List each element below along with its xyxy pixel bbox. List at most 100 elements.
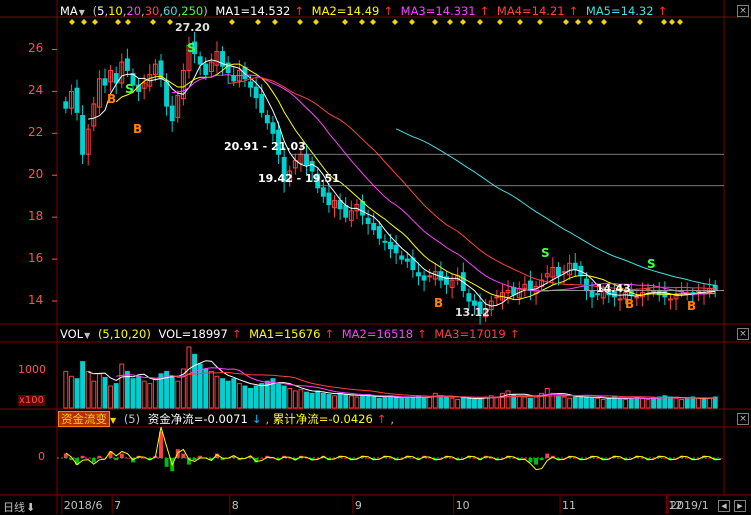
- fund-params: (5): [123, 412, 141, 426]
- candle-body: [332, 199, 337, 209]
- volume-bar: [477, 397, 483, 409]
- buy-signal-marker: B: [687, 299, 697, 313]
- indicator-name[interactable]: MA: [60, 4, 78, 18]
- volume-bar: [180, 368, 186, 409]
- candle-body: [91, 103, 97, 127]
- volume-bar: [332, 395, 337, 409]
- volume-bar: [225, 380, 231, 409]
- volume-bar: [214, 375, 220, 409]
- vol-indicator-name[interactable]: VOL: [60, 327, 84, 341]
- volume-bar: [561, 396, 567, 409]
- volume-bar: [197, 363, 203, 409]
- scroll-right-button[interactable]: ▶: [734, 500, 746, 512]
- ma3-line: [172, 74, 716, 295]
- event-diamond-icon: [517, 19, 523, 25]
- fund-flow-bar: [259, 458, 264, 459]
- ma-params: (5,10,20,30,60,250): [92, 4, 208, 18]
- date-tick-label: 8: [231, 499, 239, 512]
- up-arrow-icon: ↑: [417, 327, 427, 341]
- volume-bar: [292, 390, 298, 409]
- fund-flow-bar: [461, 458, 466, 459]
- candle-body: [169, 105, 175, 122]
- close-pane-button[interactable]: ×: [737, 328, 749, 340]
- fund-flow-bar: [220, 458, 225, 461]
- event-diamond-icon: [661, 19, 667, 25]
- fund-flow-bar: [606, 458, 611, 459]
- volume-bar: [365, 394, 371, 409]
- volume-bar: [522, 396, 528, 409]
- price-indicator-header: MA▼ (5,10,20,30,60,250) MA1=14.532 ↑ MA2=…: [60, 3, 671, 19]
- candle-body: [494, 296, 500, 299]
- fund-flow-bar: [679, 455, 684, 458]
- volume-bar: [152, 378, 158, 409]
- volume-bar: [679, 398, 685, 409]
- event-diamond-icon: [587, 19, 593, 25]
- candle-body: [259, 94, 265, 113]
- triangle-down-icon[interactable]: ▼: [110, 416, 117, 425]
- volume-bar: [527, 397, 533, 409]
- candle-body: [382, 240, 388, 243]
- volume-bar: [253, 385, 259, 409]
- buy-signal-marker: B: [133, 122, 143, 136]
- scroll-left-button[interactable]: ◀: [718, 500, 730, 512]
- vol-axis-label: 1000: [18, 363, 46, 376]
- fund-indicator-name[interactable]: 资金流变: [58, 411, 110, 427]
- candle-body: [371, 222, 377, 231]
- ma5-value: MA5=14.32: [585, 4, 654, 18]
- event-diamond-icon: [409, 19, 415, 25]
- candle-body: [124, 58, 130, 71]
- close-pane-button[interactable]: ×: [737, 5, 749, 17]
- fund-flow-bar: [657, 455, 662, 458]
- triangle-down-icon[interactable]: ▼: [78, 8, 85, 17]
- volume-bar: [533, 396, 539, 409]
- triangle-down-icon[interactable]: ▼: [84, 331, 91, 340]
- volume-bar: [175, 380, 181, 409]
- volume-bar: [662, 395, 668, 409]
- candle-body: [712, 284, 718, 292]
- volume-bar: [304, 391, 309, 409]
- fund-flow-bar: [142, 458, 147, 459]
- fund-flow-bar: [556, 458, 561, 461]
- fund-flow-bar: [159, 431, 163, 458]
- event-diamond-icon: [255, 19, 261, 25]
- candle-body: [270, 122, 276, 134]
- volume-bar: [264, 380, 270, 409]
- fund-flow-bar: [377, 458, 382, 459]
- ma3-value: MA3=14.331: [400, 4, 476, 18]
- volume-bar: [455, 398, 461, 409]
- event-diamond-icon: [477, 19, 483, 25]
- ma4-line: [228, 77, 716, 290]
- fund-flow-bar: [718, 458, 723, 459]
- candle-body: [264, 114, 270, 124]
- volume-bar: [74, 378, 80, 409]
- volume-bar: [472, 398, 477, 409]
- event-diamond-icon: [297, 19, 303, 25]
- fund-flow-bar: [690, 458, 695, 461]
- candle-body: [304, 153, 309, 166]
- fund-flow-bar: [528, 458, 533, 463]
- volume-bar: [701, 398, 707, 409]
- cumulative-flow-line: [65, 427, 721, 471]
- fund-flow-bar: [103, 458, 107, 459]
- volume-bar: [136, 375, 142, 409]
- fund-flow-bar: [601, 458, 606, 461]
- fund-flow-bar: [108, 451, 113, 458]
- volume-bar: [348, 395, 354, 409]
- candle-body: [589, 290, 595, 298]
- period-button[interactable]: 日线⬇: [3, 501, 36, 514]
- fund-flow-bar: [573, 458, 578, 459]
- volume-bar: [645, 398, 651, 409]
- volume-bar: [421, 397, 427, 409]
- fund-flow-bar: [427, 458, 432, 459]
- down-arrow-icon: ↓: [251, 412, 262, 426]
- fund-flow-bar: [75, 458, 79, 465]
- fund-cum-value: 累计净流=-0.0426: [272, 412, 373, 426]
- fund-flow-bar: [360, 455, 365, 458]
- volume-bar: [505, 390, 511, 409]
- candle-body: [550, 266, 556, 278]
- vol-ma-line: [88, 360, 716, 400]
- candle-body: [276, 129, 281, 155]
- candle-body: [393, 244, 399, 254]
- close-pane-button[interactable]: ×: [737, 413, 749, 425]
